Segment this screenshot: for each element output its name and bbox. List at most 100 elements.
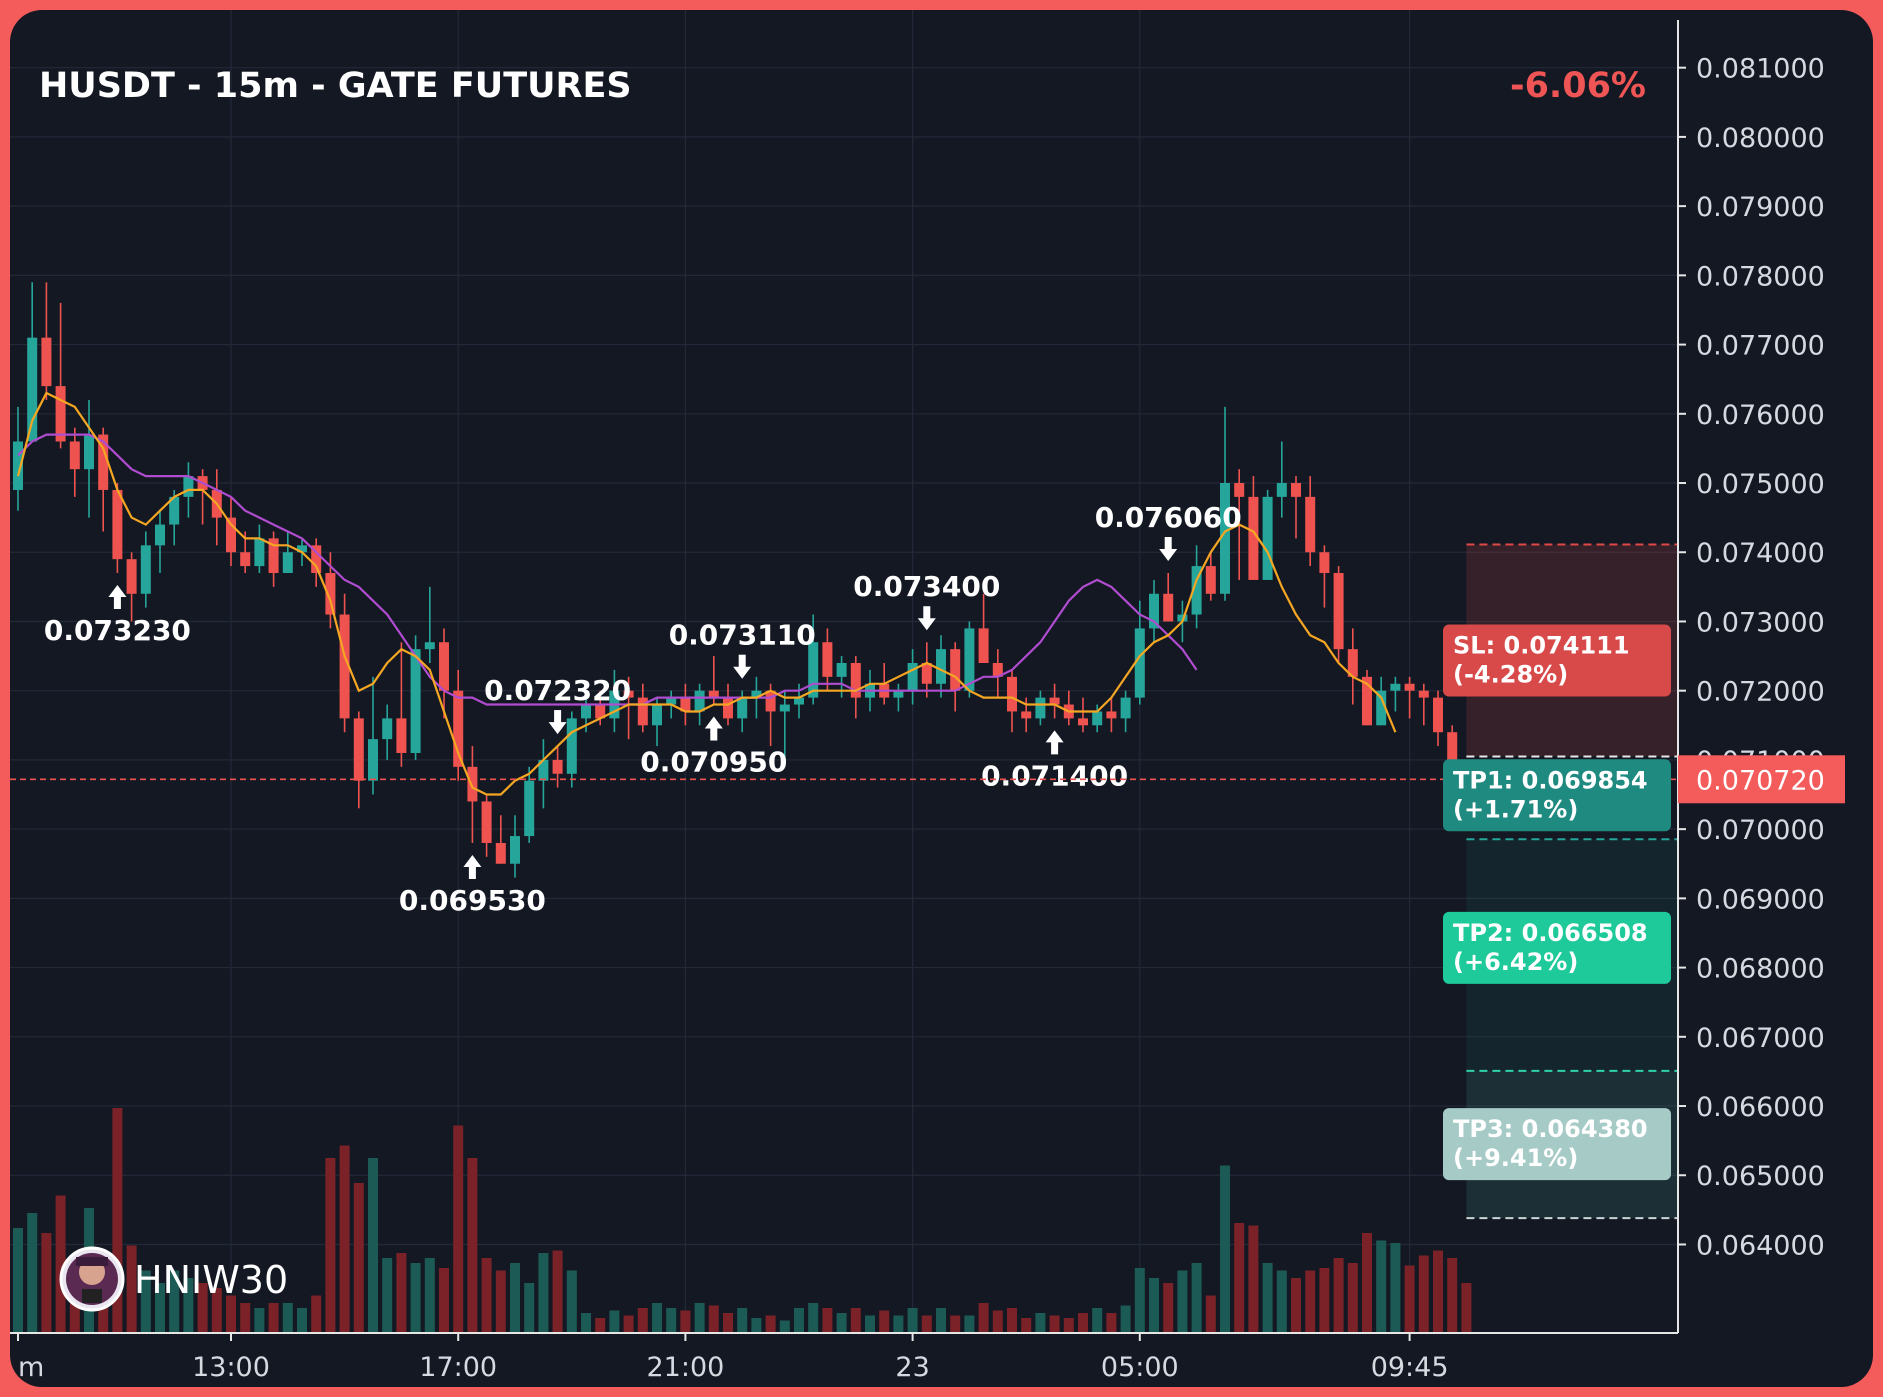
volume-bar	[495, 1270, 506, 1333]
candle-down	[1347, 628, 1358, 705]
price-tick: 0.078000	[1678, 261, 1825, 292]
candle-body	[1149, 593, 1159, 629]
candle-body	[1191, 566, 1202, 615]
candle-body	[751, 690, 762, 698]
price-tick-label: 0.078000	[1696, 261, 1825, 292]
candle-up	[694, 683, 705, 726]
volume-bar	[694, 1303, 705, 1333]
level-price-label: TP3: 0.064380	[1453, 1115, 1648, 1143]
candle-body	[126, 559, 137, 594]
candle-body	[538, 759, 549, 781]
candle-body	[1049, 697, 1060, 705]
candle-body	[1319, 552, 1330, 574]
candle-up	[907, 649, 918, 705]
candle-down	[55, 303, 66, 449]
candle-body	[992, 663, 1003, 677]
chart-background	[10, 10, 1873, 1387]
volume-bar	[1404, 1265, 1415, 1333]
candle-down	[339, 593, 350, 733]
candle-body	[112, 489, 123, 560]
swing-high-label: 0.073110	[669, 619, 816, 652]
arrow-down-icon	[1159, 549, 1178, 562]
volume-bar	[453, 1125, 464, 1333]
volume-bar	[1262, 1263, 1273, 1333]
candle-down	[69, 427, 80, 497]
volume-bar	[1078, 1313, 1088, 1333]
candle-down	[1291, 476, 1301, 539]
price-axis[interactable]: 0.081000 0.080000 0.079000 0.078000 0.077000…	[1677, 20, 1845, 1333]
time-tick: 23	[895, 1333, 930, 1383]
candle-down	[268, 531, 279, 587]
volume-bar	[1063, 1318, 1074, 1333]
time-tick: 17:00	[419, 1333, 497, 1383]
level-pct-label: (+6.42%)	[1453, 948, 1578, 976]
volume-bar	[524, 1283, 535, 1333]
volume-bar	[1220, 1165, 1230, 1333]
level-price-label: TP2: 0.066508	[1453, 919, 1648, 947]
candle-body	[1276, 483, 1287, 497]
arrow-up-icon	[463, 854, 482, 867]
candle-body	[1120, 697, 1131, 719]
candle-up	[424, 586, 435, 663]
time-tick: 21:00	[646, 1333, 724, 1383]
candle-body	[737, 697, 748, 719]
candle-body	[240, 552, 251, 567]
candle-up	[13, 406, 23, 511]
candle-body	[69, 441, 80, 470]
swing-annotation: 0.072320	[484, 674, 631, 735]
candle-body	[921, 663, 932, 684]
volume-bar	[282, 1303, 293, 1333]
volume-bar	[708, 1305, 719, 1333]
swing-annotation: 0.073230	[44, 585, 191, 647]
price-tick-label: 0.069000	[1696, 884, 1825, 915]
volume-bar	[396, 1253, 407, 1333]
volume-bar	[424, 1258, 435, 1333]
swing-annotation: 0.076060	[1095, 501, 1242, 562]
volume-bar	[1163, 1283, 1174, 1333]
candle-body	[1376, 690, 1387, 726]
current-price-label: 0.070720	[1696, 765, 1825, 796]
candle-body	[169, 496, 180, 525]
volume-bar	[623, 1315, 634, 1333]
candle-body	[978, 628, 989, 663]
price-tick-label: 0.072000	[1696, 677, 1825, 708]
volume-bar	[1149, 1278, 1159, 1333]
volume-bar	[595, 1318, 606, 1333]
volume-bar	[950, 1315, 961, 1333]
volume-bar	[1134, 1268, 1145, 1333]
price-tick-label: 0.066000	[1696, 1092, 1825, 1123]
arrow-up-icon-stem	[468, 865, 476, 879]
price-chart[interactable]: 0.073230 0.069530 0.072320 0.070950 0.073110…	[10, 10, 1873, 1387]
candle-body	[1305, 496, 1316, 553]
price-tick-label: 0.070000	[1696, 815, 1825, 846]
volume-bar	[254, 1308, 265, 1333]
price-tick: 0.068000	[1678, 954, 1825, 985]
candle-down	[1078, 697, 1088, 733]
swing-annotation: 0.073110	[669, 619, 816, 679]
candle-body	[297, 545, 307, 553]
candle-body	[424, 642, 435, 650]
candle-down	[822, 628, 833, 691]
candle-down	[1319, 545, 1330, 608]
time-tick-label: 21:00	[646, 1352, 724, 1383]
level-price-label: SL: 0.074111	[1453, 632, 1630, 660]
volume-bar	[978, 1303, 989, 1333]
candle-body	[453, 690, 464, 767]
time-axis[interactable]: m 13:00 17:00 21:00 23 05:00 09:45	[10, 1332, 1678, 1383]
volume-bar	[1291, 1278, 1301, 1333]
volume-bar	[1390, 1243, 1401, 1333]
candle-body	[382, 718, 393, 740]
level-label-tp1: TP1: 0.069854(+1.71%)	[1443, 759, 1671, 832]
candle-down	[765, 683, 776, 747]
candle-down	[311, 538, 322, 587]
price-tick: 0.069000	[1678, 884, 1825, 915]
current-price-badge-box	[1678, 755, 1845, 804]
volume-bar	[1433, 1250, 1443, 1333]
price-tick-label: 0.067000	[1696, 1023, 1825, 1054]
candle-body	[339, 614, 350, 719]
arrow-down-icon-stem	[923, 606, 931, 620]
candle-body	[1390, 683, 1401, 691]
arrow-down-icon	[548, 722, 567, 735]
candle-body	[1134, 628, 1145, 698]
volume-bar	[1376, 1240, 1387, 1333]
